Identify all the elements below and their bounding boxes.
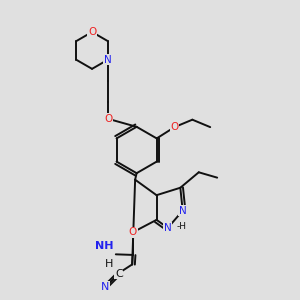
Text: N: N <box>179 206 187 216</box>
Text: N: N <box>104 55 112 64</box>
Text: H: H <box>105 259 114 269</box>
Text: O: O <box>104 114 112 124</box>
Text: N: N <box>164 223 172 233</box>
Text: O: O <box>88 27 96 37</box>
Text: O: O <box>170 122 179 132</box>
Text: N: N <box>101 282 110 292</box>
Text: O: O <box>129 227 137 237</box>
Text: NH: NH <box>95 241 114 251</box>
Text: C: C <box>115 268 123 279</box>
Text: -H: -H <box>176 222 186 231</box>
